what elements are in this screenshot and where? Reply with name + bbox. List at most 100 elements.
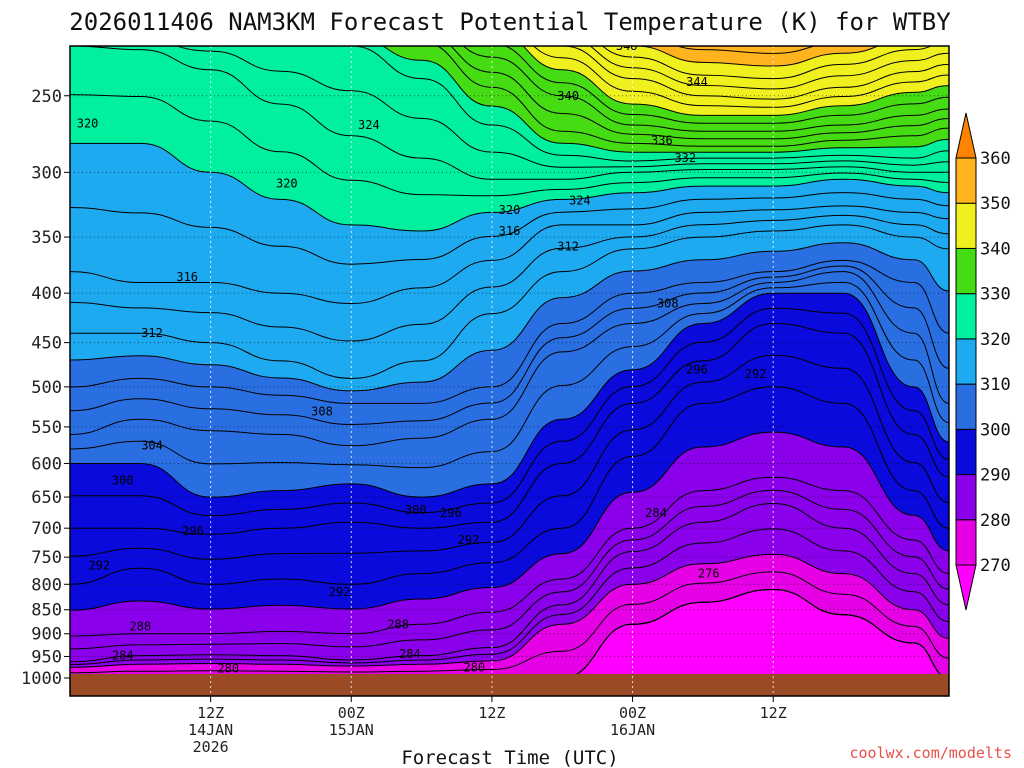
x-tick-label: 00Z bbox=[619, 704, 646, 722]
y-tick-label: 650 bbox=[31, 488, 62, 508]
isentrope-308 bbox=[70, 259, 949, 404]
contour-label: 288 bbox=[387, 617, 409, 631]
contour-labels: 3243323283243203203203163123243403363323… bbox=[77, 39, 767, 676]
colorbar-band-270 bbox=[955, 519, 977, 566]
colorbar-tick-label: 350 bbox=[980, 194, 1011, 214]
isentrope-310 bbox=[70, 242, 949, 392]
isentrope-344 bbox=[557, 46, 949, 100]
colorbar-low-triangle bbox=[955, 564, 977, 611]
colorbar-band-290 bbox=[955, 428, 977, 476]
isentrope-330 bbox=[382, 46, 949, 153]
colorbar-tick-label: 270 bbox=[980, 556, 1011, 576]
contour-label: 300 bbox=[112, 474, 134, 488]
isentrope-298 bbox=[70, 307, 949, 517]
contour-label: 336 bbox=[651, 133, 673, 147]
isentrope-348 bbox=[601, 46, 933, 80]
isentrope-286 bbox=[70, 489, 949, 650]
contour-label: 296 bbox=[686, 363, 708, 377]
contour-label: 280 bbox=[217, 662, 239, 676]
isentrope-312 bbox=[70, 224, 949, 379]
contour-label: 340 bbox=[557, 89, 579, 103]
y-tick-label: 850 bbox=[31, 601, 62, 621]
isentrope-326 bbox=[175, 46, 949, 168]
contour-label: 292 bbox=[745, 367, 767, 381]
colorbar-band-320 bbox=[955, 293, 977, 340]
isentrope-278 bbox=[70, 571, 949, 674]
x-tick-label: 16JAN bbox=[610, 721, 655, 739]
x-tick-label: 12Z bbox=[478, 704, 505, 722]
theta-bands bbox=[70, 46, 949, 678]
isentrope-302 bbox=[70, 281, 949, 469]
isentrope-314 bbox=[70, 214, 949, 342]
colorbar-tick-label: 320 bbox=[980, 330, 1011, 350]
contour-label: 300 bbox=[405, 503, 427, 517]
y-tick-label: 950 bbox=[31, 647, 62, 667]
isentrope-338 bbox=[502, 46, 949, 124]
y-tick-label: 450 bbox=[31, 334, 62, 354]
colorbar-tick-label: 310 bbox=[980, 375, 1011, 395]
isentrope-336 bbox=[462, 46, 949, 132]
y-tick-label: 400 bbox=[31, 284, 62, 304]
isentrope-280 bbox=[70, 553, 949, 668]
x-tick-label: 15JAN bbox=[329, 721, 374, 739]
isentrope-288 bbox=[70, 476, 949, 637]
contour-label: 320 bbox=[499, 203, 521, 217]
colorbar-tick-label: 300 bbox=[980, 420, 1011, 440]
y-tick-label: 550 bbox=[31, 418, 62, 438]
isentrope-282 bbox=[70, 528, 949, 665]
contour-label: 316 bbox=[176, 270, 198, 284]
colorbar: 270 280 290 300 310 320 330 340 350 360 bbox=[955, 112, 1011, 611]
ground-surface bbox=[70, 674, 949, 696]
contour-label: 292 bbox=[88, 558, 110, 572]
contour-label: 324 bbox=[569, 194, 591, 208]
colorbar-band-330 bbox=[955, 247, 977, 295]
contour-label: 292 bbox=[458, 533, 480, 547]
colorbar-tick-label: 290 bbox=[980, 466, 1011, 486]
x-tick-label: 12Z bbox=[760, 704, 787, 722]
y-tick-label: 600 bbox=[31, 454, 62, 474]
theta-band-352 bbox=[677, 46, 815, 54]
y-tick-label: 750 bbox=[31, 548, 62, 568]
colorbar-band-350 bbox=[955, 157, 977, 204]
y-axis: 250 300 350 400 450 500 550 600 650 700 750 800 850 9… bbox=[21, 87, 70, 689]
contour-label: 284 bbox=[112, 649, 134, 663]
contour-label: 320 bbox=[276, 176, 298, 190]
isentrope-300 bbox=[70, 292, 949, 498]
y-tick-label: 700 bbox=[31, 519, 62, 539]
y-tick-label: 250 bbox=[31, 87, 62, 107]
contour-label: 308 bbox=[311, 404, 333, 418]
contour-label: 312 bbox=[141, 326, 163, 340]
contour-label: 304 bbox=[141, 439, 163, 453]
credit-text[interactable]: coolwx.com/modelts bbox=[849, 744, 1012, 762]
y-tick-label: 500 bbox=[31, 378, 62, 398]
plot-area: 3243323283243203203203163123243403363323… bbox=[69, 39, 950, 697]
y-tick-label: 900 bbox=[31, 625, 62, 645]
y-tick-label: 1000 bbox=[21, 669, 62, 689]
colorbar-tick-label: 280 bbox=[980, 511, 1011, 531]
isentrope-294 bbox=[70, 354, 949, 560]
contour-label: 292 bbox=[329, 585, 351, 599]
isentrope-346 bbox=[589, 46, 949, 90]
contour-label: 276 bbox=[698, 567, 720, 581]
contour-label: 316 bbox=[499, 224, 521, 238]
isentrope-332 bbox=[436, 46, 949, 147]
isentrope-304 bbox=[70, 271, 949, 447]
x-tick-label: 2026 bbox=[193, 738, 229, 756]
contour-label: 324 bbox=[358, 118, 380, 132]
contour-label: 296 bbox=[182, 524, 204, 538]
colorbar-tick-label: 340 bbox=[980, 239, 1011, 259]
x-axis-title: Forecast Time (UTC) bbox=[401, 747, 618, 768]
contour-label: 284 bbox=[399, 647, 421, 661]
colorbar-band-310 bbox=[955, 338, 977, 385]
grid-lines bbox=[70, 46, 949, 696]
isentrope-340 bbox=[522, 46, 949, 116]
contour-label: 332 bbox=[674, 151, 696, 165]
isentrope-290 bbox=[70, 431, 949, 611]
contour-label: 312 bbox=[557, 240, 579, 254]
isentrope-342 bbox=[532, 46, 949, 108]
contour-label: 348 bbox=[616, 39, 638, 53]
contour-label: 296 bbox=[440, 506, 462, 520]
theta-band-350 bbox=[638, 46, 878, 66]
